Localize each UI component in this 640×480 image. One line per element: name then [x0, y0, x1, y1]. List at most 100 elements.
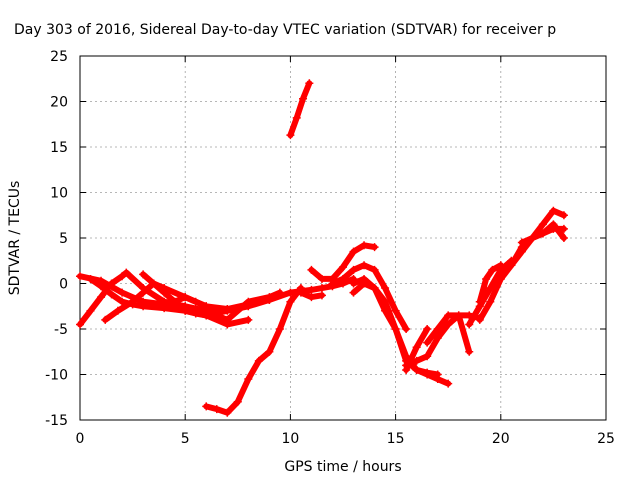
data-point — [339, 263, 347, 272]
data-point — [412, 356, 421, 365]
data-point — [423, 325, 432, 333]
data-point — [349, 288, 358, 297]
data-point — [381, 306, 390, 315]
data-point — [549, 220, 558, 229]
data-series-track-10 — [307, 241, 379, 283]
series-trace — [329, 262, 410, 332]
data-point — [299, 94, 308, 103]
data-point — [370, 265, 379, 274]
data-point — [559, 234, 568, 242]
data-point — [433, 334, 442, 343]
data-series-track-15 — [402, 325, 432, 374]
data-point — [549, 206, 558, 215]
data-point — [486, 284, 495, 293]
data-point — [286, 131, 295, 140]
data-point — [360, 241, 369, 250]
data-point — [254, 356, 263, 365]
x-tick-label: 20 — [492, 431, 510, 447]
data-point — [86, 306, 95, 315]
data-point — [139, 270, 148, 279]
data-point — [223, 304, 232, 313]
series-trace — [287, 80, 313, 139]
data-point — [191, 297, 200, 306]
data-point — [160, 304, 169, 313]
data-point — [559, 211, 568, 220]
data-point — [559, 224, 568, 233]
y-tick-label: 5 — [59, 231, 68, 247]
data-series-track-5 — [139, 270, 232, 324]
data-point — [444, 379, 453, 388]
data-point — [454, 311, 463, 320]
data-point — [97, 293, 106, 302]
data-point — [202, 302, 211, 311]
grid-layer — [80, 56, 606, 420]
data-point — [517, 247, 526, 256]
data-point — [244, 315, 253, 324]
data-point — [370, 284, 379, 293]
data-point — [360, 274, 369, 283]
data-point — [465, 320, 474, 329]
data-series-track-16 — [423, 311, 474, 356]
data-point — [265, 295, 274, 304]
data-point — [244, 300, 253, 309]
x-tick-label: 10 — [281, 431, 299, 447]
data-series-track-7 — [202, 284, 305, 417]
data-point — [391, 325, 400, 333]
data-point — [86, 274, 95, 283]
data-point — [538, 229, 547, 238]
data-point — [223, 315, 232, 324]
data-point — [307, 285, 316, 294]
data-point — [107, 279, 116, 288]
data-point — [118, 297, 127, 306]
data-point — [212, 314, 221, 323]
x-tick-label: 25 — [597, 431, 615, 447]
data-point — [149, 279, 158, 288]
series-trace — [476, 262, 504, 305]
data-series-track-8 — [286, 79, 314, 140]
data-point — [360, 261, 369, 270]
x-tick-label: 15 — [387, 431, 405, 447]
series-trace — [203, 285, 304, 416]
x-tick-label: 5 — [181, 431, 190, 447]
data-point — [202, 402, 211, 411]
data-point — [423, 352, 432, 361]
data-point — [482, 274, 491, 283]
data-point — [305, 79, 314, 88]
data-point — [444, 320, 453, 329]
data-point — [107, 290, 116, 299]
data-point — [391, 306, 400, 315]
y-tick-label: 25 — [50, 49, 68, 65]
series-layer — [76, 79, 568, 417]
x-axis-label: GPS time / hours — [284, 459, 401, 475]
data-point — [402, 365, 411, 374]
data-point — [488, 265, 497, 274]
data-point — [76, 320, 84, 329]
data-point — [423, 338, 432, 347]
data-point — [101, 315, 110, 324]
data-point — [486, 297, 495, 306]
data-point — [202, 311, 211, 320]
data-point — [317, 274, 326, 283]
data-point — [233, 397, 242, 406]
tick-layer: 0 5 10 15 20 25 -15 -10 -5 0 5 10 15 20 25 — [45, 49, 615, 447]
data-series-track-18 — [475, 261, 505, 306]
data-point — [160, 288, 169, 297]
data-point — [113, 306, 122, 315]
y-tick-label: -10 — [45, 368, 68, 384]
data-point — [212, 405, 221, 414]
data-point — [433, 370, 442, 379]
data-point — [244, 375, 253, 384]
data-point — [349, 279, 358, 288]
data-point — [465, 347, 474, 356]
data-point — [97, 282, 106, 291]
data-point — [517, 238, 526, 247]
data-point — [286, 288, 295, 297]
data-point — [349, 265, 358, 274]
data-point — [181, 306, 190, 315]
data-point — [292, 113, 301, 122]
y-tick-label: -15 — [45, 413, 68, 429]
data-point — [339, 274, 347, 283]
chart-title: Day 303 of 2016, Sidereal Day-to-day VTE… — [14, 22, 556, 38]
